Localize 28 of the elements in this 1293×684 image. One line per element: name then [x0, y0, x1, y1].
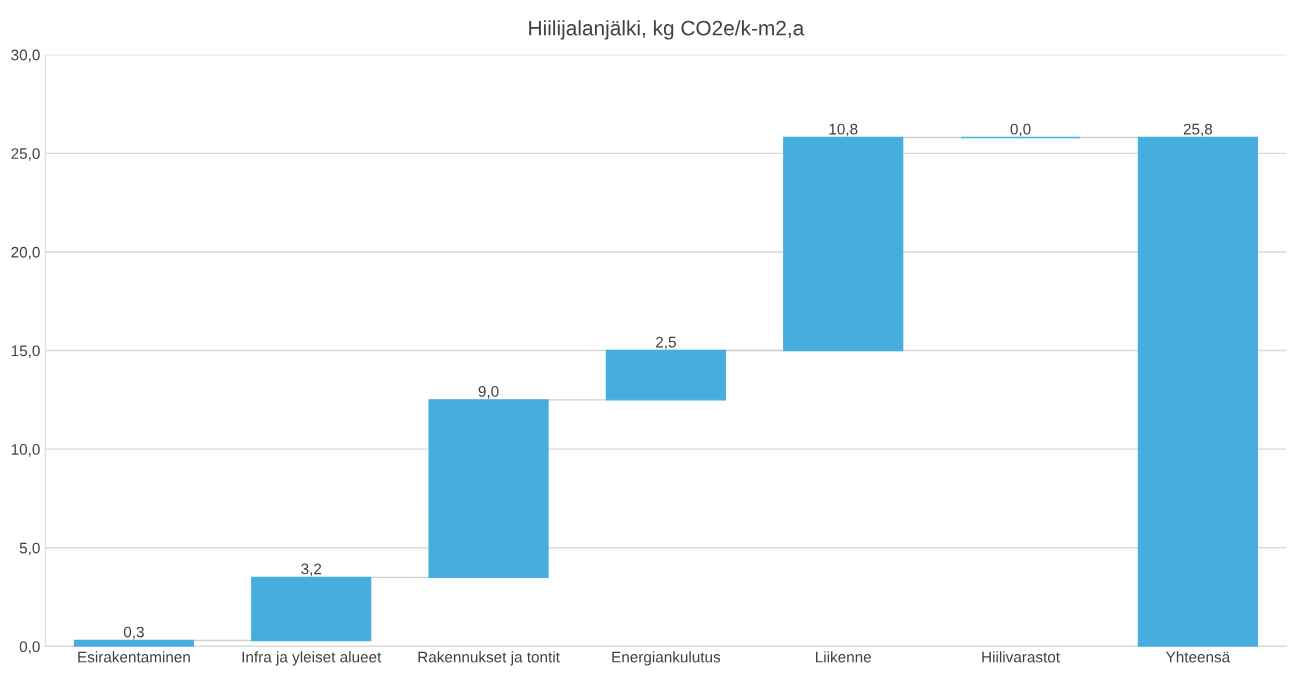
data-label: 9,0 — [478, 386, 499, 399]
bar — [1137, 136, 1258, 647]
bar — [73, 639, 195, 647]
y-tick-label: 15,0 — [11, 345, 40, 359]
x-tick-label: Infra ja yleiset alueet — [242, 651, 382, 666]
bar — [428, 399, 549, 579]
x-tick-label: Rakennukset ja tontit — [418, 651, 560, 666]
data-label: 0,3 — [123, 626, 144, 640]
y-tick-label: 20,0 — [11, 246, 40, 260]
bar — [605, 349, 726, 401]
x-tick-label: Esirakentaminen — [78, 651, 190, 663]
y-tick-label: 10,0 — [11, 444, 40, 457]
data-label: 25,8 — [1183, 123, 1213, 137]
y-tick-label: 0,0 — [19, 641, 40, 654]
data-label: 2,5 — [656, 336, 676, 350]
y-tick-label: 5,0 — [19, 542, 40, 556]
x-tick-label: Yhteensä — [1165, 651, 1231, 663]
x-tick-label: Hiilivarastot — [982, 651, 1060, 663]
data-label: 0,0 — [1010, 123, 1031, 137]
y-tick-label: 30,0 — [11, 49, 40, 63]
bar — [783, 136, 904, 352]
chart-title: Hiilijalanjälki, kg CO2e/k-m2,a — [529, 20, 805, 40]
x-tick-label: Energiankulutus — [612, 651, 721, 666]
data-label: 10,8 — [829, 123, 858, 137]
x-tick-label: Liikenne — [816, 651, 871, 663]
data-label: 3,2 — [301, 563, 322, 577]
y-tick-label: 25,0 — [11, 148, 40, 161]
bar — [251, 576, 372, 642]
